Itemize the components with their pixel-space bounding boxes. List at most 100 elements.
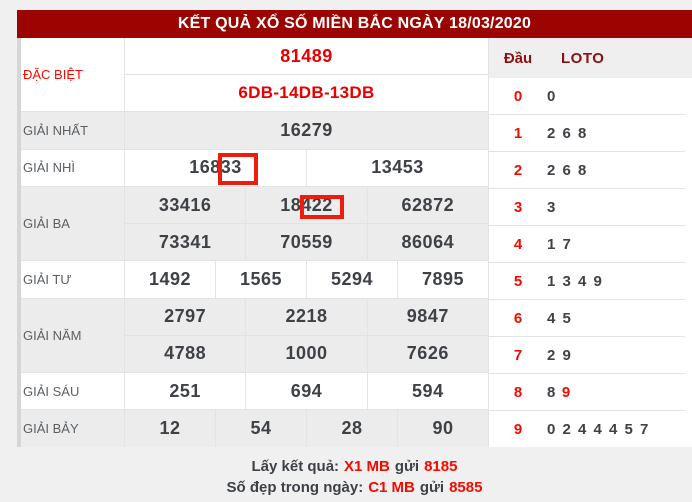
prize-line: 33416 18422 62872: [125, 187, 488, 224]
loto-row-1: 1 2 6 8: [489, 114, 685, 151]
prize-line: 73341 70559 86064: [125, 223, 488, 261]
results-card: KẾT QUẢ XỔ SỐ MIỀN BẮC NGÀY 18/03/2020 Đ…: [17, 10, 692, 498]
dau-value: 6: [513, 309, 523, 327]
prize-number: 33416: [158, 194, 212, 215]
prize-values: 16279: [124, 112, 488, 149]
sms-footer: Lấy kết quả: X1 MB gửi 8185 Số đẹp trong ng…: [17, 456, 692, 498]
sms-number: 8585: [449, 479, 483, 496]
dau-value: 1: [513, 124, 523, 142]
loto-values: 4 5: [547, 310, 577, 327]
prize-number: 16279: [280, 119, 333, 140]
loto-digits: 0: [547, 87, 557, 105]
prize-number: 7626: [366, 335, 488, 372]
prize-number: 12: [159, 418, 181, 439]
prize-number: 86064: [366, 224, 488, 261]
prize-label: GIẢI TƯ: [23, 272, 72, 288]
loto-column-header: LOTO: [561, 49, 605, 67]
prize-label: GIẢI SÁU: [23, 383, 80, 399]
prize-row-giai-bay: GIẢI BẢY 12 54 28 90: [21, 409, 488, 448]
loto-row-5: 5 1 3 4 9: [489, 262, 685, 299]
prize-row-giai-nhi: GIẢI NHÌ 16833 13453: [21, 148, 488, 187]
dau-value: 8: [513, 383, 523, 401]
prize-values: 16833 13453: [124, 149, 488, 187]
loto-digits: 2 9: [547, 346, 573, 364]
prize-values: 81489 6DB-14DB-13DB: [124, 38, 488, 112]
prize-number: 7895: [397, 261, 488, 298]
prize-number: 70559: [245, 224, 366, 261]
prize-row-dac-biet: ĐẶC BIỆT 81489 6DB-14DB-13DB: [21, 38, 488, 112]
prize-line: 6DB-14DB-13DB: [125, 74, 488, 111]
loto-values: 2 6 8: [547, 125, 593, 142]
loto-row-7: 7 2 9: [489, 336, 685, 373]
loto-digits: 1 7: [547, 235, 573, 253]
loto-digits: 4 5: [547, 309, 573, 327]
prize-label: ĐẶC BIỆT: [23, 67, 83, 83]
prize-row-giai-ba: GIẢI BA 33416 18422 62872 73341 70559 86…: [21, 186, 488, 261]
sms-code: C1 MB: [368, 479, 415, 496]
prize-number: 1000: [245, 335, 366, 372]
dau-value: 7: [513, 346, 523, 364]
prize-label: GIẢI NHÌ: [23, 160, 76, 176]
dau-value: 2: [513, 161, 523, 179]
highlight-box-16833: [218, 153, 258, 185]
loto-digit-special: 9: [561, 383, 572, 401]
loto-digits: 2 6 8: [547, 124, 588, 142]
prize-number: 13453: [306, 149, 488, 187]
prize-line: 4788 1000 7626: [125, 334, 488, 372]
loto-digits: 2 6 8: [547, 161, 588, 179]
prize-label: GIẢI BA: [23, 216, 70, 232]
prize-row-giai-nam: GIẢI NĂM 2797 2218 9847 4788 1000 7626: [21, 297, 488, 372]
sms-number: 8185: [424, 458, 458, 475]
prize-number: 4788: [164, 343, 207, 364]
loto-values: 2 9: [547, 347, 577, 364]
loto-values: 1 3 4 9: [547, 273, 608, 290]
loto-digits: 0 2 4 4 4 5 7: [547, 420, 650, 438]
prize-line: 2797 2218 9847: [125, 298, 488, 335]
prize-number: 694: [245, 372, 366, 410]
loto-digits: 3: [547, 198, 557, 216]
prize-number: 2797: [164, 306, 207, 327]
prize-label: GIẢI BẢY: [23, 421, 79, 437]
prize-values: 1492 1565 5294 7895: [124, 261, 488, 298]
title-bar: KẾT QUẢ XỔ SỐ MIỀN BẮC NGÀY 18/03/2020: [17, 10, 692, 38]
loto-row-4: 4 1 7: [489, 225, 685, 262]
prize-number: 28: [306, 410, 397, 448]
loto-values: 0: [547, 88, 562, 105]
sms-send-word: gửi: [394, 458, 420, 475]
sms-send-word: gửi: [419, 479, 445, 496]
loto-panel-header: Đầu LOTO: [489, 38, 692, 78]
loto-values: 0 2 4 4 4 5 7: [547, 421, 655, 438]
loto-row-0: 0 0: [489, 78, 685, 114]
prize-number: 73341: [158, 231, 212, 252]
prize-special-codes: 6DB-14DB-13DB: [238, 83, 375, 103]
dau-column-header: Đầu: [503, 49, 533, 67]
prize-values: 12 54 28 90: [124, 410, 488, 448]
prize-number: 594: [366, 372, 488, 410]
prize-number: 18422: [245, 187, 366, 224]
dau-value: 3: [513, 198, 523, 216]
loto-values: 2 6 8: [547, 162, 593, 179]
prize-number: 62872: [366, 187, 488, 224]
prize-row-giai-sau: GIẢI SÁU 251 694 594: [21, 371, 488, 410]
prize-line: 251 694 594: [125, 372, 488, 410]
sms-line-1: Lấy kết quả: X1 MB gửi 8185: [17, 456, 692, 477]
loto-row-9: 9 0 2 4 4 4 5 7: [489, 410, 685, 447]
prize-number: 9847: [366, 298, 488, 335]
prize-number: 1492: [148, 269, 192, 290]
prize-row-giai-tu: GIẢI TƯ 1492 1565 5294 7895: [21, 260, 488, 298]
sms-label: Lấy kết quả:: [251, 458, 340, 475]
dau-value: 9: [513, 420, 523, 438]
sms-label: Số đẹp trong ngày:: [226, 479, 364, 496]
prize-line: 12 54 28 90: [125, 410, 488, 448]
dau-value: 5: [513, 272, 523, 290]
prize-number: 54: [215, 410, 306, 448]
loto-rows: 0 0 1 2 6 8 2 2 6 8 3 3: [489, 78, 692, 447]
prize-line: 1492 1565 5294 7895: [125, 261, 488, 298]
dau-value: 0: [513, 87, 523, 105]
loto-panel: Đầu LOTO 0 0 1 2 6 8 2 2 6 8: [488, 38, 692, 447]
sms-code: X1 MB: [344, 458, 390, 475]
loto-row-2: 2 2 6 8: [489, 151, 685, 188]
